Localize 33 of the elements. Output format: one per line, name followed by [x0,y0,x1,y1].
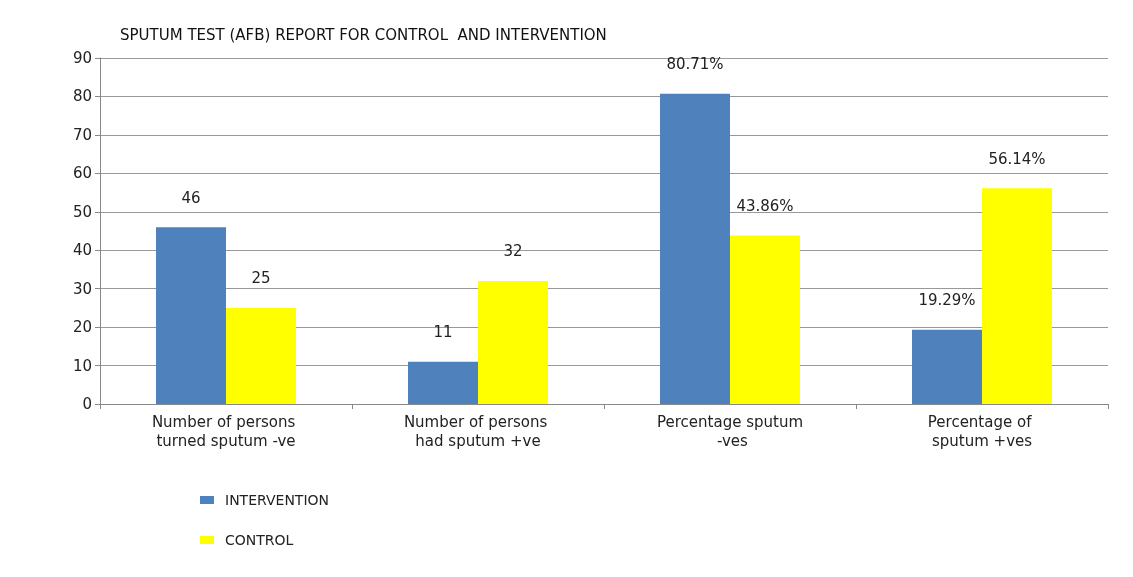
bar [730,235,800,404]
legend-label: INTERVENTION [225,492,330,508]
data-label: 25 [251,269,271,288]
bar [982,188,1052,404]
y-tick-label: 30 [72,279,92,298]
x-tick-label: Number of persons turned sputum -ve [151,412,301,450]
y-tick-label: 10 [72,356,92,375]
y-tick-label: 90 [72,49,92,67]
data-label: 80.71% [666,55,724,74]
legend-label: CONTROL [225,532,294,548]
y-tick-label: 60 [72,164,92,183]
y-tick-label: 20 [72,318,92,337]
y-tick-label: 80 [72,87,92,106]
y-tick-label: 50 [72,202,92,221]
y-tick-label: 70 [72,125,92,144]
y-tick-label: 40 [72,241,92,260]
data-label: 11 [433,323,453,342]
data-label: 43.86% [736,196,794,215]
bar [478,280,548,404]
data-label: 32 [503,242,523,261]
bar [912,329,982,404]
data-label: 46 [181,188,201,207]
bar [660,93,730,404]
y-tick-label: 0 [82,395,92,413]
chart-title: SPUTUM TEST (AFB) REPORT FOR CONTROL AND INTERVENTION [120,25,607,44]
data-label: 56.14% [988,149,1046,168]
bar [408,361,478,404]
bar [156,227,226,404]
x-tick-label: Number of persons had sputum +ve [403,412,553,450]
data-label: 19.29% [918,291,976,310]
bar [226,307,296,404]
x-tick-label: Percentage sputum -ves [657,412,803,450]
x-tick-label: Percentage of sputum +ves [927,412,1037,450]
